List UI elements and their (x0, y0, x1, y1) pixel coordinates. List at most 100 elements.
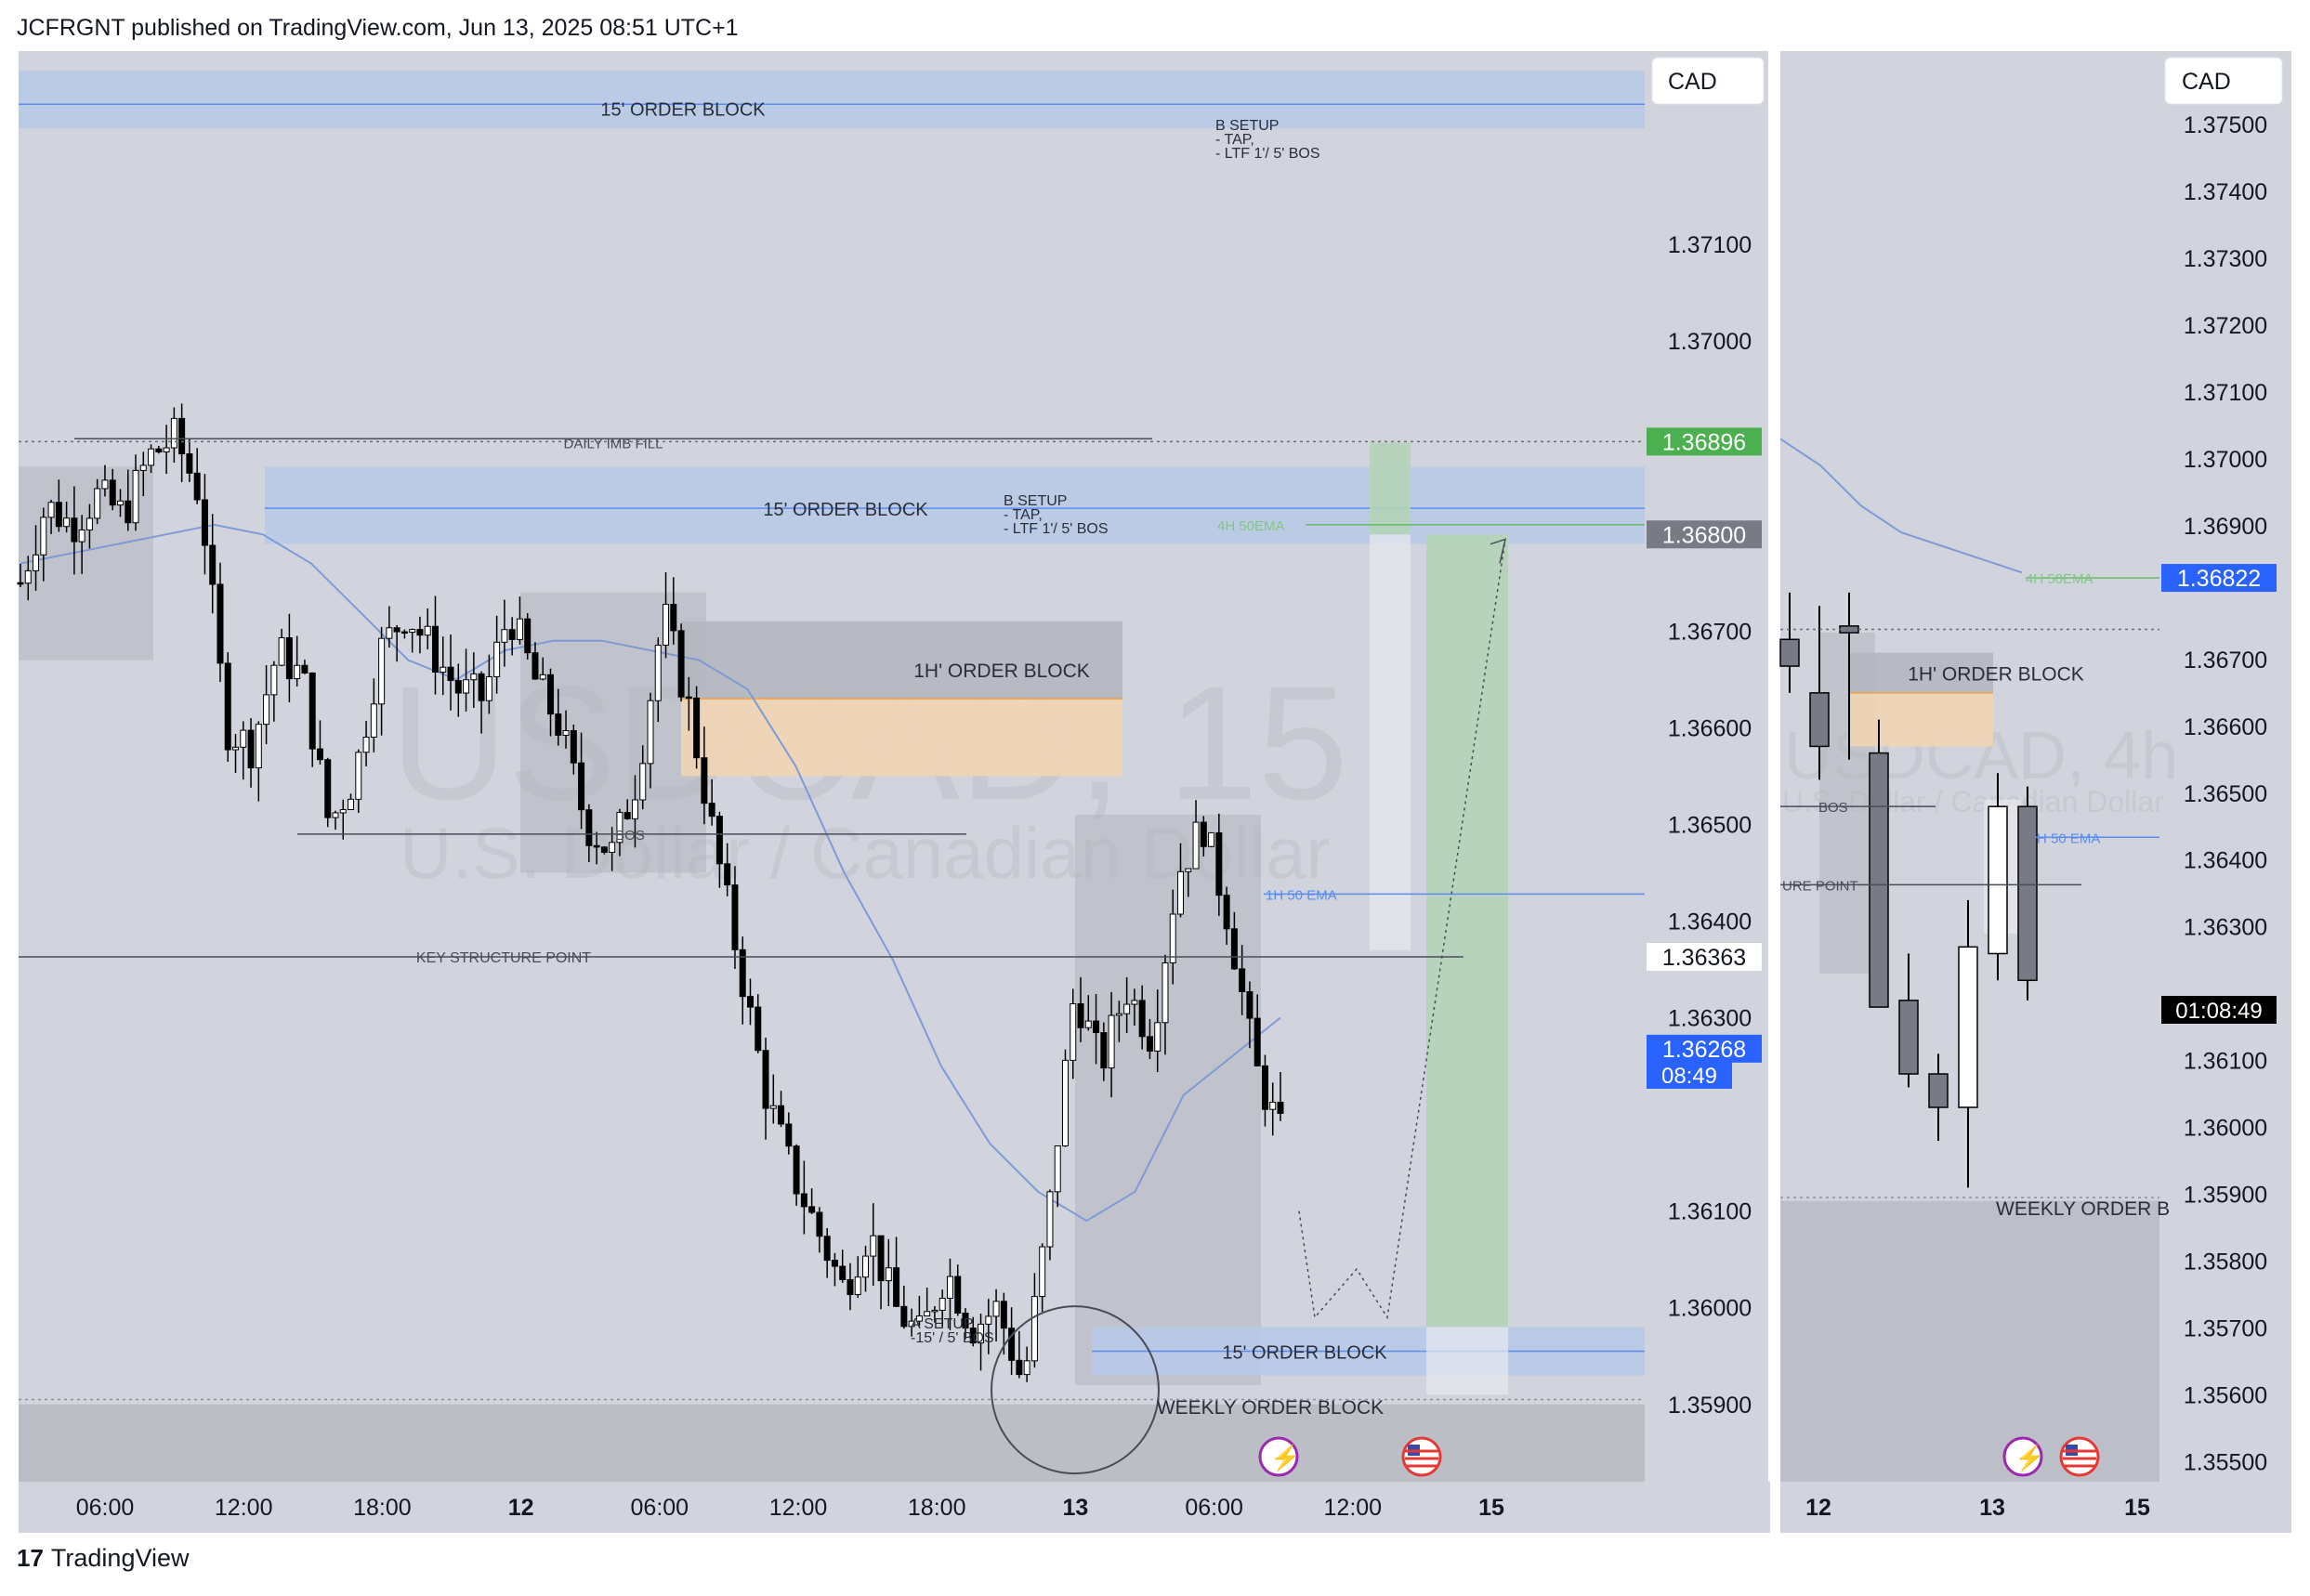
candle-body (416, 629, 424, 636)
candle-body (1084, 1020, 1092, 1028)
lightning-event-glyph: ⚡ (2015, 1444, 2044, 1472)
price-tick-label: 1.36000 (2184, 1116, 2267, 1142)
time-tick-label: 12 (508, 1495, 534, 1521)
us-flag-event-icon[interactable] (1401, 1436, 1442, 1477)
b-setup-mid-text: - TAP, (1004, 507, 1043, 523)
candle-body (217, 583, 224, 664)
price-label-badge (1647, 942, 1762, 971)
candle-body (224, 662, 231, 751)
bos-label: BOS (1818, 800, 1848, 816)
lightning-event-icon[interactable] (2002, 1436, 2043, 1477)
candle-body (816, 1211, 823, 1237)
candle-body (1054, 1145, 1061, 1193)
candle-body (24, 569, 32, 584)
candle-body (755, 1006, 762, 1052)
price-tick-label: 1.37100 (2184, 380, 2267, 406)
candle-body (163, 447, 170, 452)
candle-body (2017, 805, 2038, 982)
candle-body (877, 1235, 885, 1282)
right-price-axis[interactable] (2159, 51, 2291, 1482)
candle-body (1253, 1017, 1261, 1066)
candle-body (762, 1050, 769, 1109)
time-tick-label: 15 (1478, 1495, 1504, 1521)
candle-body (739, 948, 746, 998)
main-price-axis[interactable] (1645, 51, 1770, 1482)
candle-body (1077, 1003, 1084, 1028)
candle-body (1061, 1059, 1069, 1147)
time-tick-label: 13 (1062, 1495, 1088, 1521)
candle-body (1023, 1360, 1030, 1376)
price-tick-label: 1.36400 (2184, 848, 2267, 874)
b-setup-top-text: B SETUP (1215, 118, 1279, 134)
candle-body (1809, 692, 1830, 748)
candle-body (539, 674, 546, 680)
projected-path-arrow-icon (1490, 538, 1507, 564)
candle-body (701, 757, 708, 805)
candle-body (1988, 805, 2008, 955)
lightning-event-icon[interactable] (1258, 1436, 1299, 1477)
candle-body (1185, 868, 1192, 872)
price-tick-label: 1.37300 (2184, 246, 2267, 272)
order-block-1h-grey (1849, 652, 1993, 693)
candle-body (585, 809, 593, 846)
candle-body (823, 1236, 831, 1262)
candle-body (978, 1323, 985, 1344)
candle-body (808, 1206, 816, 1213)
candle-body (63, 517, 71, 528)
candle-body (348, 798, 355, 811)
candle-body (870, 1235, 877, 1257)
time-tick-label: 15 (2124, 1495, 2150, 1521)
price-tick-label: 1.35700 (2184, 1315, 2267, 1341)
b-setup-top-text: - TAP, (1215, 132, 1254, 148)
price-label-text: 1.36268 (1662, 1037, 1746, 1063)
candle-body (478, 673, 485, 701)
ob-1h-label: 1H' ORDER BLOCK (913, 661, 1090, 682)
price-tick-label: 1.36000 (1668, 1296, 1752, 1322)
a-setup-circle (991, 1305, 1160, 1475)
right-currency-button[interactable] (2164, 57, 2283, 105)
candle-body (885, 1267, 892, 1282)
ob-top-label: 15' ORDER BLOCK (600, 99, 766, 120)
a-setup-text: A SETUP (911, 1316, 974, 1332)
long-position-stop-zone (1426, 1327, 1508, 1395)
candle-body (693, 697, 701, 759)
candle-body (532, 652, 539, 680)
candle-body (501, 629, 508, 643)
candle-body (193, 472, 201, 501)
candle-body (47, 502, 55, 518)
candle-body (40, 517, 47, 556)
candle-body (308, 672, 316, 750)
candle-body (454, 680, 462, 694)
main-time-axis[interactable] (19, 1482, 1770, 1533)
candle-body (647, 700, 654, 765)
price-label-text: 1.36363 (1662, 945, 1746, 971)
candle-body (125, 500, 132, 524)
time-tick-label: 13 (1979, 1495, 2005, 1521)
time-tick-label: 12 (1805, 1495, 1831, 1521)
main-currency-button[interactable] (1651, 57, 1765, 105)
publisher-header: JCFRGNT published on TradingView.com, Ju… (17, 15, 739, 41)
long-position-green-zone (1426, 534, 1508, 1328)
right-time-axis[interactable] (1780, 1482, 2291, 1533)
footer-brand[interactable]: 17 TradingView (17, 1544, 190, 1573)
price-tick-label: 1.36400 (1668, 909, 1752, 935)
candle-body (746, 996, 754, 1008)
candle-body (109, 479, 116, 506)
weekly-ob-label: WEEKLY ORDER B (1996, 1198, 2170, 1220)
candle-body (524, 618, 532, 654)
candle-body (355, 752, 362, 800)
us-flag-event-icon[interactable] (2059, 1436, 2100, 1477)
candle-body (1123, 1003, 1131, 1014)
candle-body (1162, 962, 1169, 1024)
candle-body (1246, 990, 1253, 1019)
price-tick-label: 1.36100 (1668, 1199, 1752, 1225)
ob-low-label: 15' ORDER BLOCK (1222, 1343, 1387, 1364)
price-tick-label: 1.36300 (1668, 1006, 1752, 1032)
candle-body (339, 809, 347, 814)
candle-body (516, 618, 523, 640)
candle-body (854, 1276, 861, 1296)
candle-body (285, 637, 293, 680)
candle-body (1000, 1301, 1007, 1329)
price-tick-label: 1.36700 (1668, 619, 1752, 645)
